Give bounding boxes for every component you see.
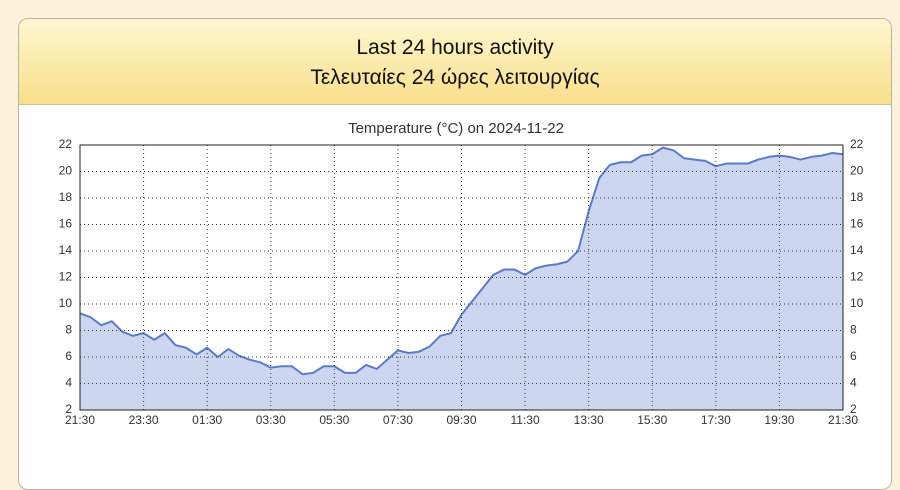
y2-tick-label: 10 [850,296,864,310]
y-tick-label: 16 [59,217,73,231]
y-tick-label: 4 [65,376,72,390]
x-tick-label: 21:30 [828,413,858,427]
y2-tick-label: 22 [850,137,864,151]
header-line: Last 24 hours activity [356,36,554,59]
y-tick-label: 22 [59,137,73,151]
x-tick-label: 09:30 [446,413,476,427]
page: Last 24 hours activity Τελευταίες 24 ώρε… [18,18,892,490]
y-tick-label: 20 [59,164,73,178]
x-tick-label: 21:30 [65,413,95,427]
y-tick-label: 10 [59,296,73,310]
data-line [79,146,844,376]
y-tick-label: 2 [65,402,72,416]
y2-tick-label: 20 [850,164,864,178]
x-tick-label: 01:30 [192,413,222,427]
y2-tick-label: 12 [850,270,864,284]
y-tick-label: 14 [59,243,73,257]
y2-tick-label: 4 [850,376,857,390]
y2-tick-label: 18 [850,190,864,204]
x-tick-label: 07:30 [383,413,413,427]
y2-tick-label: 14 [850,243,864,257]
x-tick-label: 19:30 [764,413,794,427]
y2-tick-label: 16 [850,217,864,231]
header-line: Τελευταίες 24 ώρες λειτουργίας [310,66,600,89]
y-tick-label: 8 [65,323,72,337]
plot-frame [79,144,844,411]
y-tick-label: 6 [65,349,72,363]
panel-header: Last 24 hours activity Τελευταίες 24 ώρε… [19,19,891,105]
x-tick-label: 03:30 [256,413,286,427]
y2-tick-label: 2 [850,402,857,416]
x-tick-label: 23:30 [129,413,159,427]
x-tick-label: 05:30 [319,413,349,427]
chart-title: Temperature (°C) on 2024-11-22 [348,120,564,137]
chart: Temperature (°C) on 2024-11-22 2 24 46 68 81… [59,120,864,427]
y-tick-label: 12 [59,270,73,284]
y2-tick-label: 8 [850,323,857,337]
x-tick-label: 15:30 [637,413,667,427]
x-tick-label: 13:30 [574,413,604,427]
x-tick-label: 17:30 [701,413,731,427]
y-tick-label: 18 [59,190,73,204]
x-tick-label: 11:30 [511,413,540,427]
area-fill [80,147,843,410]
y2-tick-label: 6 [850,349,857,363]
